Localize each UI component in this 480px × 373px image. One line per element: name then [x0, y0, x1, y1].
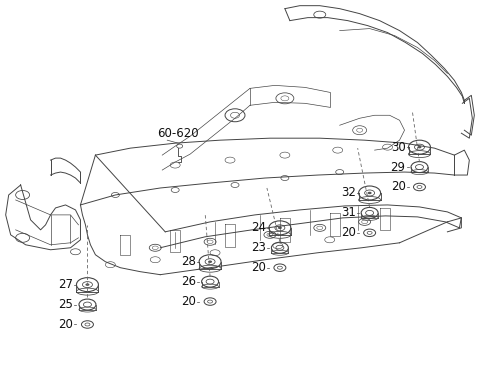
Ellipse shape: [418, 146, 421, 148]
Text: 20: 20: [341, 226, 356, 239]
Text: 30: 30: [391, 141, 406, 154]
Text: 20: 20: [181, 295, 196, 308]
Text: 31: 31: [341, 206, 356, 219]
Text: 27: 27: [59, 278, 73, 291]
Ellipse shape: [278, 227, 282, 229]
Text: 26: 26: [181, 275, 196, 288]
Text: 25: 25: [59, 298, 73, 311]
Text: 23: 23: [251, 241, 266, 254]
Text: 28: 28: [181, 255, 196, 268]
Text: 20: 20: [391, 181, 406, 194]
Text: 20: 20: [59, 318, 73, 331]
Text: 32: 32: [341, 186, 356, 200]
Text: 60-620: 60-620: [157, 127, 199, 140]
Text: 20: 20: [251, 261, 266, 274]
Ellipse shape: [208, 260, 212, 263]
Text: 29: 29: [391, 160, 406, 173]
Text: 24: 24: [251, 221, 266, 234]
Ellipse shape: [85, 283, 89, 286]
Ellipse shape: [368, 192, 372, 194]
